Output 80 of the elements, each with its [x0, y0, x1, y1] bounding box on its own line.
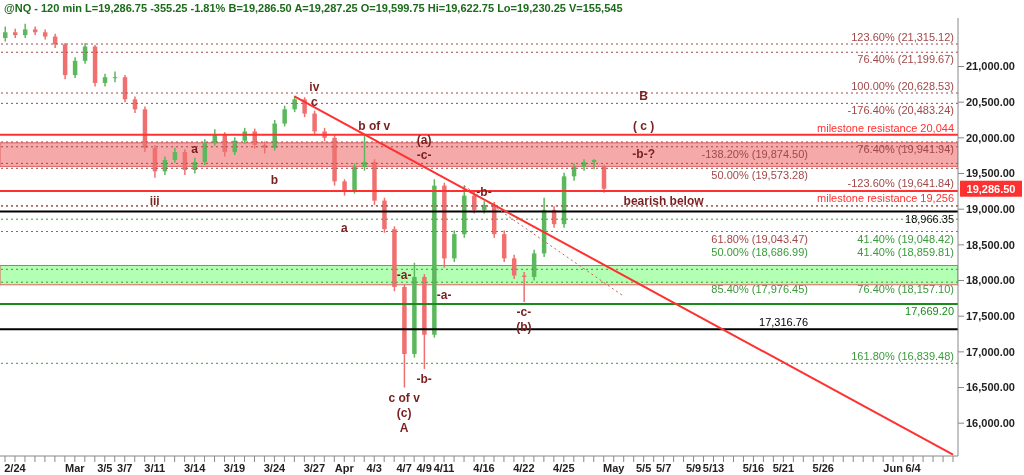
ref-line-label: 76.40% (21,199.67) [857, 53, 954, 66]
ref-line-label: 41.40% (19,048.42) [857, 232, 954, 245]
ref-line-label: -176.40% (20,483.24) [847, 104, 954, 117]
x-tick-label: 5/16 [742, 461, 765, 474]
x-tick-label: 3/24 [263, 461, 287, 474]
x-tick-label: 4/9 [416, 461, 432, 474]
y-tick-label: 20,500.00 [966, 96, 1015, 109]
annotation: c of v [388, 390, 421, 405]
x-tick-label: 4/16 [473, 461, 495, 474]
annotation: b [270, 172, 279, 187]
x-tick-label: Apr [334, 461, 355, 474]
annotation: c [311, 94, 318, 109]
annotation: bearish below [623, 193, 705, 208]
text: 19,286.50 [966, 182, 1016, 195]
ref-line-label: 76.40% (19,941.94) [857, 142, 954, 155]
x-tick-label: 4/22 [513, 461, 535, 474]
ref-line-label: 17,669.20 [905, 305, 954, 318]
x-tick-label: Jun [883, 461, 904, 474]
x-tick-label: 5/21 [772, 461, 795, 474]
y-tick-label: 18,500.00 [966, 238, 1015, 251]
x-tick-label: 3/14 [183, 461, 207, 474]
annotation: b of v [358, 118, 391, 133]
annotation: A [399, 420, 409, 435]
y-tick-label: 21,000.00 [966, 60, 1015, 73]
annotation: -b- [416, 371, 432, 386]
x-tick-label: 6/4 [905, 461, 922, 474]
x-tick-label: 5/7 [655, 461, 672, 474]
x-tick-label: 2/24 [4, 461, 27, 474]
ref-line-label: 18,966.35 [905, 212, 954, 225]
ref-line-label: 123.60% (21,315.12) [851, 31, 954, 44]
x-tick-label: 5/13 [702, 461, 725, 474]
ref-line-label: -123.60% (19,641.84) [847, 177, 954, 190]
ref-line-label: 85.40% (17,976.45) [711, 283, 808, 296]
annotation: iii [149, 193, 160, 208]
y-tick-label: 18,000.00 [966, 274, 1015, 287]
y-tick-label: 20,000.00 [966, 131, 1015, 144]
y-tick-label: 16,500.00 [966, 381, 1015, 394]
x-tick-label: 5/5 [636, 461, 652, 474]
x-tick-label: 4/7 [396, 461, 412, 474]
x-tick-label: 4/3 [366, 461, 382, 474]
y-tick-label: 19,500.00 [966, 167, 1015, 180]
ref-line-label: -138.20% (19,874.50) [701, 147, 808, 160]
ref-line-label: 161.80% (16,839.48) [851, 350, 954, 363]
y-tick-label: 17,500.00 [966, 310, 1015, 323]
ref-line-label: 41.40% (18,859.81) [857, 246, 954, 259]
x-tick-label: 5/26 [812, 461, 834, 474]
y-tick-label: 17,000.00 [966, 345, 1015, 358]
y-tick-label: 19,000.00 [966, 203, 1015, 216]
annotation: -a- [396, 268, 412, 283]
x-tick-label: 3/27 [303, 461, 326, 474]
annotation: (a) [416, 133, 432, 148]
ref-line-label: 50.00% (19,573.28) [711, 169, 808, 182]
x-tick-label: 4/11 [433, 461, 455, 474]
ref-line-label: 17,316.76 [759, 316, 808, 329]
annotation: a [340, 220, 348, 235]
annotation: B [639, 89, 649, 104]
ref-line-label: 76.40% (18,157.10) [857, 283, 954, 296]
annotation: -c- [516, 304, 532, 319]
ref-line-label: 61.80% (19,043.47) [711, 233, 808, 246]
ref-line-label: 100.00% (20,628.53) [851, 80, 954, 93]
x-tick-label: 4/25 [553, 461, 575, 474]
annotation: -b-? [632, 147, 655, 162]
x-tick-label: 3/7 [117, 461, 133, 474]
annotation: a [191, 141, 199, 156]
x-tick-label: Mar [65, 461, 86, 474]
ref-line-label: milestone resistance 19,256 [817, 191, 954, 204]
annotation: iv [309, 79, 320, 94]
ref-line-label: milestone resistance 20,044 [817, 121, 954, 134]
annotation: -c- [416, 147, 432, 162]
annotation: ( c ) [632, 118, 655, 133]
annotation: -a- [436, 287, 452, 302]
x-tick-label: 3/11 [144, 461, 166, 474]
chart-title: @NQ - 120 min L=19,286.75 -355.25 -1.81% B=19,286.50 A=19,287.25 O=19,599.75 Hi=19,622.75 Lo=19,230.25 V=155,545 [4, 2, 623, 14]
y-tick-label: 16,000.00 [966, 417, 1015, 430]
ref-line-label: 50.00% (18,686.99) [711, 245, 808, 258]
x-tick-label: 3/5 [97, 461, 113, 474]
annotation: (c) [396, 405, 412, 420]
x-tick-label: 3/19 [223, 461, 246, 474]
x-tick-label: May [603, 461, 626, 474]
x-tick-label: 5/9 [685, 461, 702, 474]
